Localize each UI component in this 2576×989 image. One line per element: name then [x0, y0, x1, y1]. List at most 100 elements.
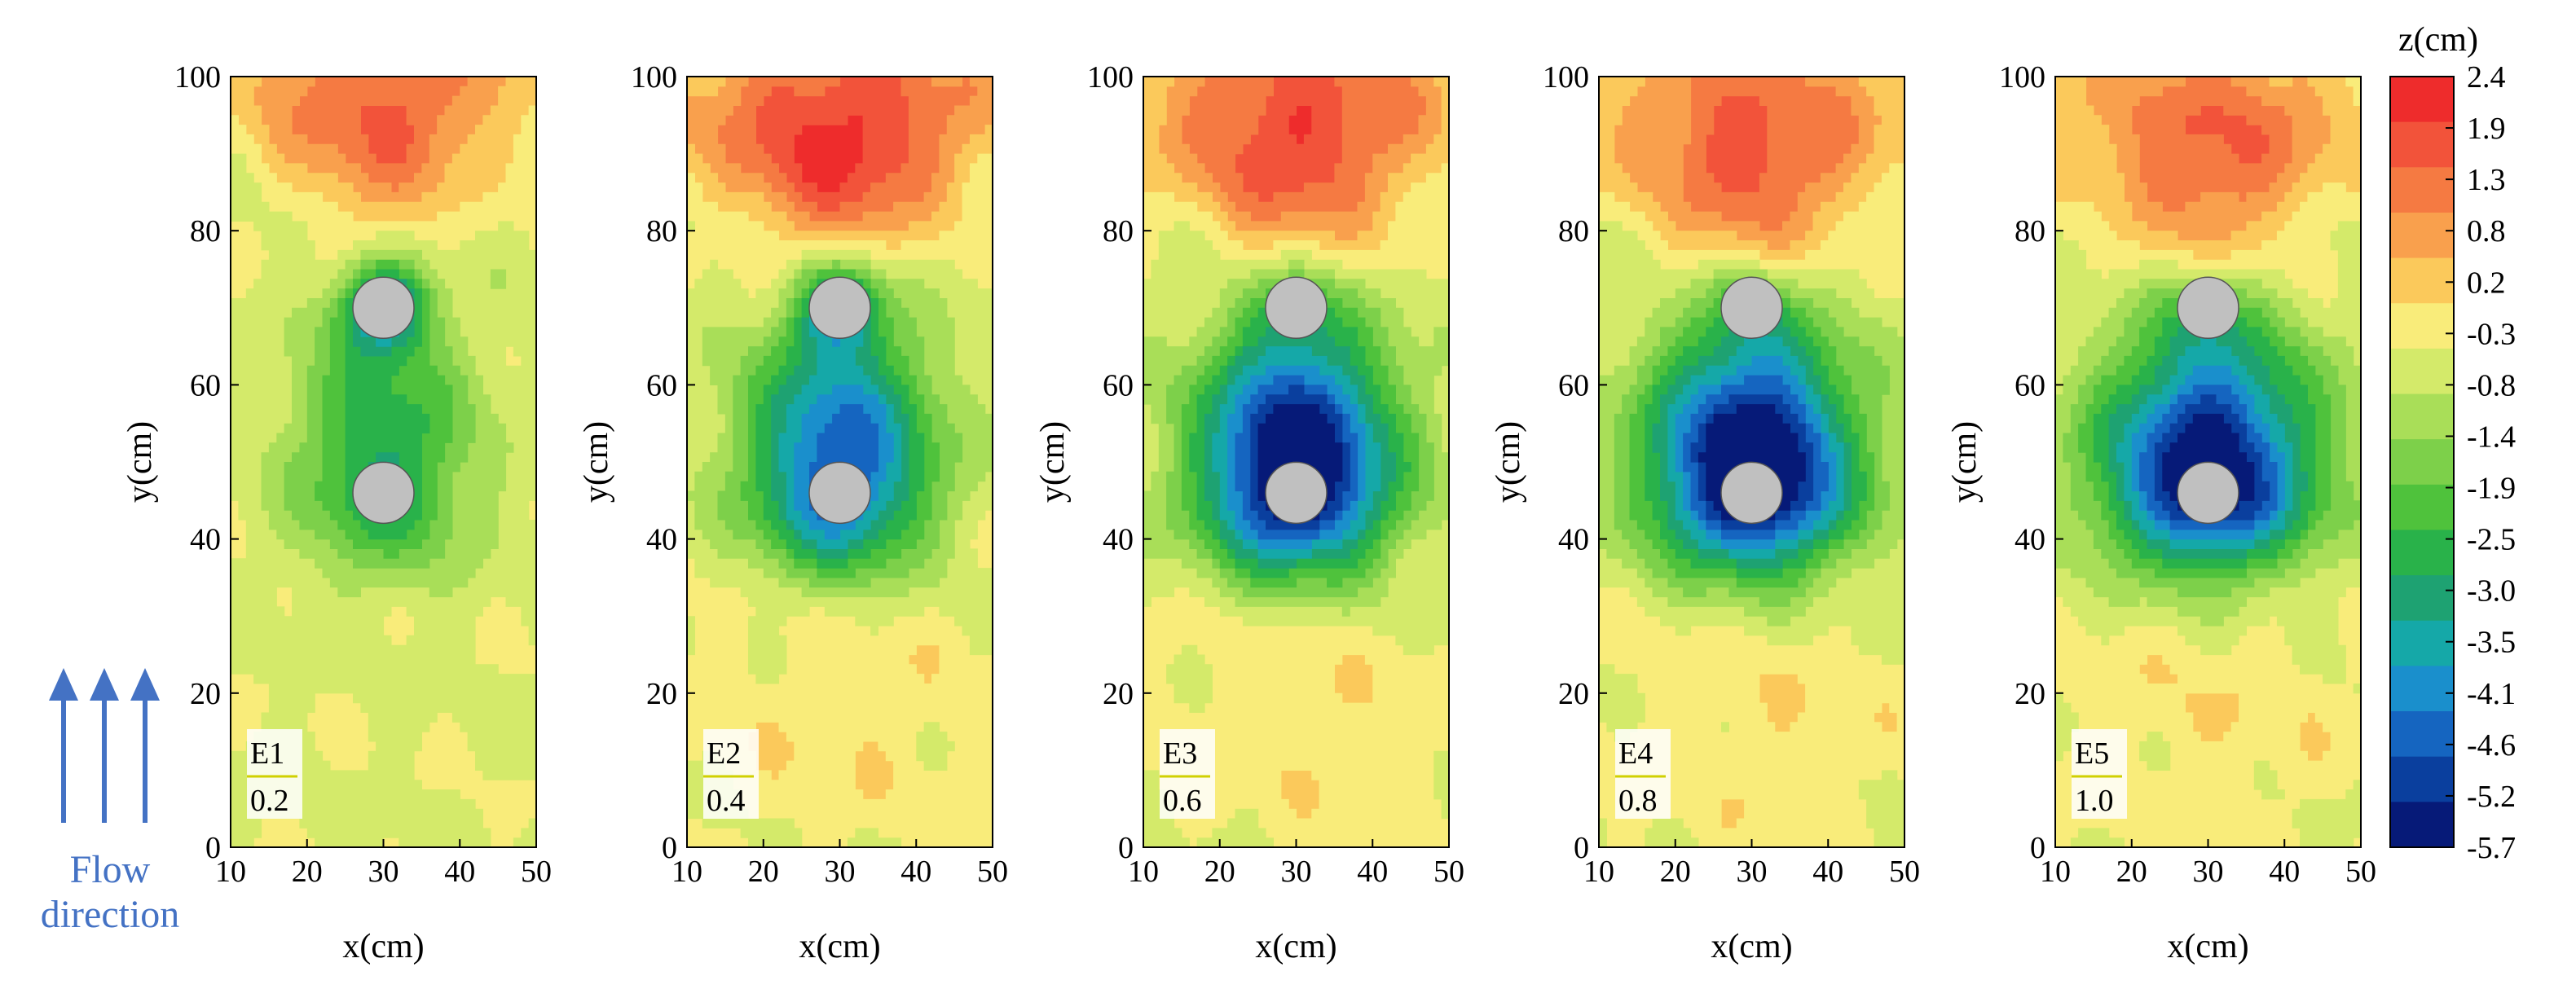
y-tick-label-60-E1: 60 — [190, 368, 221, 402]
panel-E3: 10 20 30 40 50 0 20 40 60 80 100 x(cm) y(cm) E3 0.6 — [1034, 60, 1464, 965]
y-tick-label-0-E1: 0 — [205, 831, 221, 865]
colorbar-tick-label-3: 0.8 — [2467, 214, 2506, 248]
y-tick-label-20-E1: 20 — [190, 677, 221, 711]
x-tick-label-50-E2: 50 — [977, 855, 1008, 889]
y-axis-label-E1: y(cm) — [121, 421, 159, 503]
y-axis-label-E4: y(cm) — [1490, 421, 1527, 503]
y-tick-label-60-E2: 60 — [646, 368, 677, 402]
band-7-E2 — [687, 259, 993, 598]
colorbar-tick-label-7: -1.4 — [2467, 420, 2516, 454]
y-tick-label-100-E5: 100 — [1999, 60, 2045, 95]
x-tick-label-20-E2: 20 — [748, 855, 779, 889]
band-3-E3 — [1158, 77, 1442, 241]
x-tick-label-20-E3: 20 — [1204, 855, 1235, 889]
panel-id-E1: E1 — [250, 736, 284, 771]
panel-label-box-E2 — [703, 729, 759, 819]
pier-2-E1 — [352, 461, 415, 525]
x-axis-label-E2: x(cm) — [799, 928, 880, 965]
band-15-E5 — [2154, 394, 2270, 521]
y-tick-label-20-E4: 20 — [1558, 677, 1589, 711]
colorbar-tick-label-6: -0.8 — [2467, 368, 2516, 402]
y-tick-label-100-E2: 100 — [631, 60, 677, 95]
flow-arrow-head-1 — [49, 668, 78, 701]
band-2-E4 — [1683, 77, 1860, 231]
y-tick-label-0-E2: 0 — [662, 831, 677, 865]
pier-1-E5 — [2177, 276, 2239, 340]
y-tick-label-60-E3: 60 — [1103, 368, 1134, 402]
y-tick-label-0-E4: 0 — [1574, 831, 1589, 865]
band-4-E2 — [687, 77, 993, 800]
contour-field-E5 — [2055, 77, 2361, 847]
y-tick-label-40-E4: 40 — [1558, 523, 1589, 557]
x-axis-label-E1: x(cm) — [342, 928, 424, 965]
y-tick-label-80-E1: 80 — [190, 214, 221, 248]
band-13-E2 — [794, 298, 894, 540]
colorbar-segment-8 — [2390, 439, 2454, 486]
x-tick-label-30-E5: 30 — [2193, 855, 2224, 889]
x-tick-label-40-E1: 40 — [444, 855, 475, 889]
colorbar-tick-label-10: -3.0 — [2467, 574, 2516, 609]
colorbar-segment-2 — [2390, 167, 2454, 213]
colorbar-tick-label-0: 2.4 — [2467, 60, 2506, 95]
band-10-E2 — [755, 279, 925, 569]
x-tick-label-40-E2: 40 — [900, 855, 931, 889]
x-tick-label-50-E3: 50 — [1433, 855, 1464, 889]
band-12-E5 — [2116, 336, 2293, 549]
y-tick-label-80-E3: 80 — [1103, 214, 1134, 248]
band-10-E5 — [2093, 307, 2316, 569]
panel-label-box-E5 — [2072, 729, 2127, 819]
colorbar-tick-label-5: -0.3 — [2467, 317, 2516, 351]
x-axis-label-E3: x(cm) — [1255, 928, 1336, 965]
x-tick-label-20-E1: 20 — [292, 855, 323, 889]
band-11-E1 — [353, 279, 415, 521]
colorbar-tick-label-4: 0.2 — [2467, 266, 2506, 300]
x-tick-label-20-E4: 20 — [1660, 855, 1691, 889]
x-tick-label-40-E4: 40 — [1812, 855, 1843, 889]
colorbar-tick-label-11: -3.5 — [2467, 626, 2516, 660]
x-tick-label-10-E2: 10 — [672, 855, 702, 889]
x-tick-label-50-E1: 50 — [521, 855, 552, 889]
x-tick-label-30-E4: 30 — [1737, 855, 1768, 889]
band-1-E1 — [360, 105, 415, 164]
colorbar-title: z(cm) — [2398, 21, 2478, 59]
y-tick-label-40-E2: 40 — [646, 523, 677, 557]
colorbar-tick-label-2: 1.3 — [2467, 163, 2506, 197]
x-tick-label-50-E5: 50 — [2345, 855, 2376, 889]
y-tick-label-40-E1: 40 — [190, 523, 221, 557]
y-axis-label-E3: y(cm) — [1034, 421, 1072, 503]
band-7-E1 — [261, 249, 514, 598]
colorbar-segment-10 — [2390, 530, 2454, 576]
y-tick-label-40-E5: 40 — [2015, 523, 2045, 557]
band-11-E5 — [2108, 317, 2308, 559]
panel-label-box-E1 — [247, 729, 302, 819]
y-axis-label-E5: y(cm) — [1946, 421, 1984, 503]
y-tick-label-20-E3: 20 — [1103, 677, 1134, 711]
x-tick-label-10-E1: 10 — [215, 855, 246, 889]
colorbar-tick-label-14: -5.2 — [2467, 780, 2516, 814]
y-tick-label-20-E5: 20 — [2015, 677, 2045, 711]
y-tick-label-60-E4: 60 — [1558, 368, 1589, 402]
colorbar-segment-7 — [2390, 393, 2454, 440]
panel-E4: 10 20 30 40 50 0 20 40 60 80 100 x(cm) y(cm) E4 0.8 — [1490, 60, 1920, 965]
x-tick-label-10-E4: 10 — [1583, 855, 1614, 889]
y-tick-label-0-E5: 0 — [2030, 831, 2045, 865]
panel-id-E5: E5 — [2075, 736, 2109, 771]
x-tick-label-40-E3: 40 — [1357, 855, 1388, 889]
panel-value-E4: 0.8 — [1618, 784, 1658, 818]
pier-1-E4 — [1720, 276, 1783, 340]
band-1-E5 — [2185, 105, 2270, 164]
band-2-E5 — [2131, 77, 2293, 213]
colorbar-segment-11 — [2390, 575, 2454, 622]
flow-label-line1: Flow — [69, 848, 151, 891]
y-tick-label-100-E3: 100 — [1087, 60, 1134, 95]
panel-label-box-E4 — [1615, 729, 1671, 819]
band-2-E2 — [717, 77, 978, 222]
colorbar-tick-label-9: -2.5 — [2467, 523, 2516, 557]
contour-field-E4 — [1599, 77, 1904, 847]
x-tick-label-30-E1: 30 — [368, 855, 399, 889]
x-tick-label-30-E3: 30 — [1281, 855, 1312, 889]
x-tick-label-40-E5: 40 — [2269, 855, 2300, 889]
panel-label-box-E3 — [1160, 729, 1215, 819]
x-tick-label-10-E5: 10 — [2040, 855, 2071, 889]
